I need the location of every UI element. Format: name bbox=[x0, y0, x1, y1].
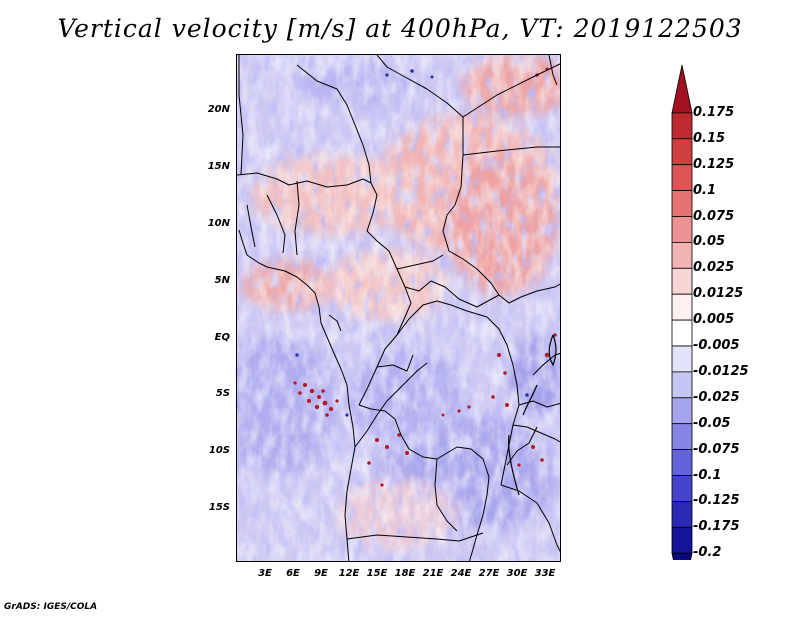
colorbar-bin bbox=[671, 190, 693, 217]
colorbar-bin bbox=[671, 345, 693, 373]
colorbar-bin bbox=[671, 319, 693, 347]
lon-label-6e: 6E bbox=[286, 568, 300, 579]
colorbar-bin bbox=[671, 500, 693, 528]
colorbar-bin bbox=[671, 552, 693, 560]
lat-label-10n: 10N bbox=[207, 218, 230, 229]
colorbar-boxes bbox=[671, 64, 693, 560]
colorbar-label: 0.175 bbox=[693, 104, 735, 120]
colorbar-label: -0.025 bbox=[693, 389, 740, 405]
colorbar-label: 0.0125 bbox=[693, 286, 744, 302]
colorbar-bin bbox=[671, 475, 693, 502]
lon-label-24e: 24E bbox=[450, 568, 472, 579]
colorbar-label: -0.125 bbox=[693, 493, 740, 509]
lon-label-12e: 12E bbox=[338, 568, 360, 579]
colorbar-bin bbox=[671, 138, 693, 166]
colorbar-bin bbox=[671, 112, 693, 140]
lat-label-15n: 15N bbox=[207, 161, 230, 172]
convective-cells bbox=[293, 67, 557, 487]
lat-label-15s: 15S bbox=[208, 502, 230, 513]
texture-white bbox=[237, 55, 560, 561]
colorbar-label: -0.175 bbox=[693, 519, 740, 535]
colorbar-bin bbox=[671, 449, 693, 476]
lon-label-9e: 9E bbox=[314, 568, 328, 579]
lat-label-5s: 5S bbox=[215, 388, 230, 399]
lon-label-33e: 33E bbox=[534, 568, 556, 579]
colorbar-bin bbox=[671, 267, 693, 295]
map-panel bbox=[236, 54, 561, 562]
colorbar-bin bbox=[671, 371, 693, 399]
grads-credit: GrADS: IGES/COLA bbox=[4, 602, 98, 612]
colorbar bbox=[671, 64, 693, 560]
colorbar-label: -0.05 bbox=[693, 415, 731, 431]
colorbar-label: 0.005 bbox=[693, 312, 735, 328]
chart-title: Vertical velocity [m/s] at 400hPa, VT: 2… bbox=[57, 14, 743, 43]
lat-label-eq: EQ bbox=[214, 332, 230, 343]
colorbar-label: 0.025 bbox=[693, 260, 735, 276]
lat-label-5n: 5N bbox=[214, 275, 230, 286]
colorbar-label: -0.2 bbox=[693, 545, 722, 561]
colorbar-label: 0.075 bbox=[693, 208, 735, 224]
lakes bbox=[508, 334, 557, 496]
colorbar-label: -0.0125 bbox=[693, 363, 749, 379]
lon-label-30e: 30E bbox=[506, 568, 528, 579]
lon-label-21e: 21E bbox=[422, 568, 444, 579]
colorbar-label: 0.125 bbox=[693, 156, 735, 172]
colorbar-label: 0.05 bbox=[693, 234, 726, 250]
colorbar-bin bbox=[671, 397, 693, 425]
lon-label-3e: 3E bbox=[258, 568, 272, 579]
lon-label-27e: 27E bbox=[478, 568, 500, 579]
lat-label-10s: 10S bbox=[208, 445, 230, 456]
lon-label-18e: 18E bbox=[394, 568, 416, 579]
colorbar-label: -0.1 bbox=[693, 467, 722, 483]
colorbar-label: -0.075 bbox=[693, 441, 740, 457]
colorbar-label: 0.15 bbox=[693, 130, 726, 146]
country-borders bbox=[237, 55, 560, 561]
colorbar-bin bbox=[671, 526, 693, 554]
colorbar-bin bbox=[671, 64, 693, 114]
colorbar-bin bbox=[671, 423, 693, 451]
colorbar-bin bbox=[671, 216, 693, 243]
colorbar-label: 0.1 bbox=[693, 182, 717, 198]
lon-label-15e: 15E bbox=[366, 568, 388, 579]
colorbar-bin bbox=[671, 293, 693, 321]
colorbar-bin bbox=[671, 241, 693, 269]
colorbar-bin bbox=[671, 164, 693, 191]
velocity-field-map bbox=[237, 55, 560, 561]
lat-label-20n: 20N bbox=[207, 104, 230, 115]
colorbar-label: -0.005 bbox=[693, 338, 740, 353]
